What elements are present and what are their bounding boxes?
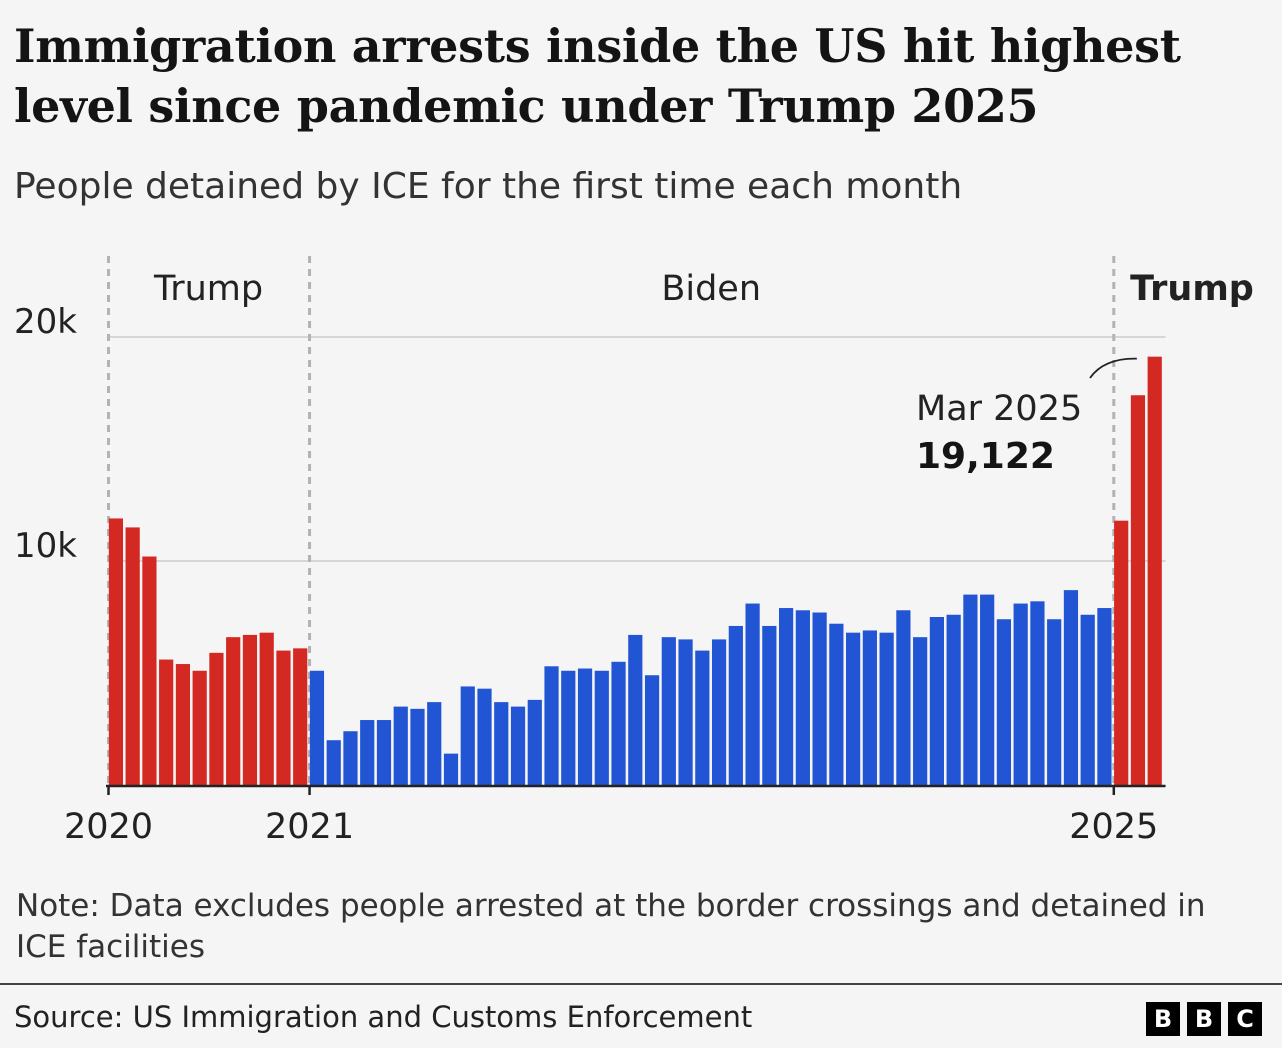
annotation-leader [1089, 357, 1137, 379]
bar-trump [108, 518, 123, 785]
period-label: Biden [661, 269, 761, 309]
bar-trump [159, 659, 174, 785]
bar-biden [494, 702, 509, 785]
bar-biden [963, 594, 978, 785]
bar-biden [309, 670, 325, 785]
bar-biden [1063, 590, 1079, 785]
bar-trump [1147, 356, 1162, 785]
bar-biden [1047, 619, 1062, 785]
bar-biden [1080, 614, 1095, 785]
bar-biden [326, 740, 341, 785]
bar-biden [946, 614, 961, 785]
bar-trump [209, 652, 224, 785]
chart-labels: 10k 20k 2020 2021 2025 Trump Biden Trump Mar 202… [14, 269, 1254, 847]
bar-biden [879, 632, 894, 785]
bar-biden [410, 708, 425, 785]
bar-biden [929, 617, 944, 785]
annotation-label: Mar 2025 [916, 389, 1082, 429]
bar-trump [1114, 520, 1129, 785]
bar-biden [795, 610, 810, 785]
bar-biden [460, 686, 475, 785]
bar-biden [360, 720, 375, 785]
period-label: Trump [153, 269, 263, 309]
x-tick-label: 2020 [64, 807, 153, 847]
bar-trump [175, 664, 191, 785]
bar-biden [762, 625, 777, 785]
bar-trump [242, 634, 258, 785]
bar-biden [628, 634, 643, 785]
bar-biden [1030, 601, 1045, 785]
bar-trump [192, 670, 207, 785]
bar-biden [829, 623, 844, 785]
bbc-logo-letter: B [1187, 1002, 1221, 1036]
bar-biden [611, 661, 626, 785]
bar-biden [510, 706, 526, 785]
chart-subtitle: People detained by ICE for the first tim… [14, 166, 963, 207]
bbc-logo-letter: B [1146, 1002, 1180, 1036]
bar-biden [745, 603, 760, 785]
bar-trump [259, 632, 274, 785]
bar-biden [477, 688, 492, 785]
period-dividers [107, 256, 1116, 785]
bar-biden [862, 630, 877, 785]
bar-biden [343, 731, 358, 785]
y-tick-label: 10k [14, 526, 77, 566]
x-tick-label: 2021 [265, 807, 354, 847]
bar-biden [1097, 608, 1112, 785]
bar-biden [527, 699, 542, 785]
bar-trump [293, 648, 308, 785]
bar-biden [678, 639, 693, 785]
bar-biden [376, 720, 392, 785]
bar-biden [427, 702, 442, 785]
bar-biden [695, 650, 710, 785]
bar-biden [644, 675, 660, 785]
bar-biden [896, 610, 911, 785]
bar-biden [812, 612, 827, 785]
bbc-logo: B B C [1146, 1002, 1262, 1036]
bar-biden [996, 619, 1012, 785]
bar-trump [226, 637, 241, 785]
y-tick-label: 20k [14, 302, 77, 342]
bar-biden [711, 639, 727, 785]
bar-biden [980, 594, 995, 785]
footer-rule [0, 983, 1282, 985]
annotation-value: 19,122 [916, 436, 1055, 477]
bar-biden [577, 668, 593, 785]
bar-biden [728, 625, 743, 785]
bar-trump [1130, 395, 1146, 785]
bar-biden [443, 753, 459, 785]
bar-chart: 10k 20k 2020 2021 2025 Trump Biden Trump Mar 202… [14, 256, 1254, 847]
bbc-logo-letter: C [1228, 1002, 1262, 1036]
source-text: Source: US Immigration and Customs Enfor… [14, 1000, 753, 1034]
bar-trump [276, 650, 291, 785]
bar-biden [1013, 603, 1028, 785]
bar-biden [846, 632, 861, 785]
bar-trump [125, 527, 140, 785]
chart-title: Immigration arrests inside the US hit hi… [14, 19, 1181, 133]
bar-biden [561, 670, 576, 785]
footnote: Note: Data excludes people arrested at t… [16, 888, 1206, 965]
bar-biden [913, 637, 928, 785]
bar-biden [544, 666, 559, 785]
grid-lines [108, 336, 1166, 562]
bar-biden [393, 706, 408, 785]
period-label: Trump [1130, 269, 1254, 309]
bar-trump [142, 556, 157, 785]
bar-biden [661, 637, 676, 785]
bar-biden [779, 608, 794, 785]
bar-biden [594, 670, 609, 785]
x-tick-label: 2025 [1069, 807, 1158, 847]
bars [108, 356, 1162, 785]
